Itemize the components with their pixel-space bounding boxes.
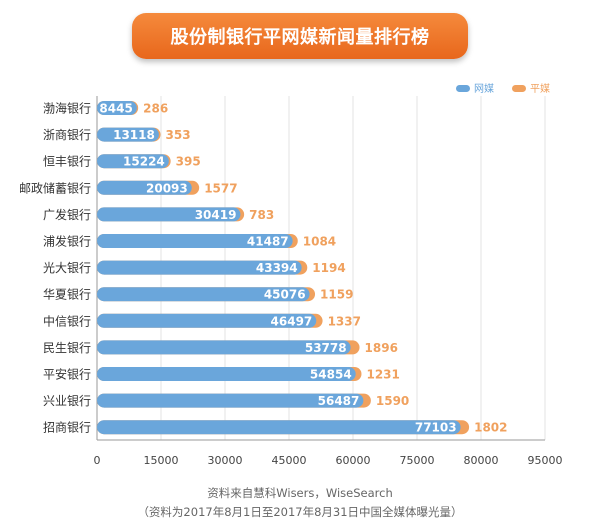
value-label-print: 1337: [328, 314, 361, 328]
legend-label-web: 网媒: [474, 83, 494, 95]
legend-swatch-print: [512, 85, 526, 92]
value-label-print: 353: [166, 128, 191, 142]
value-label-print: 395: [176, 155, 201, 169]
source-date-range: （资料为2017年8月1日至2017年8月31日中国全媒体曝光量）: [137, 505, 463, 519]
category-label: 平安银行: [43, 367, 91, 382]
x-tick-label: 95000: [528, 454, 563, 467]
x-tick-label: 30000: [208, 454, 243, 467]
category-label: 邮政储蓄银行: [19, 180, 91, 195]
bar-web-media: [97, 393, 364, 408]
bar-web-media: [97, 313, 317, 328]
bar-web-media: [97, 367, 356, 381]
x-tick-label: 60000: [336, 454, 371, 467]
value-label-web: 15224: [123, 155, 165, 169]
bar-web-media: [97, 287, 310, 302]
x-tick-label: 75000: [400, 454, 435, 467]
value-label-print: 1231: [366, 368, 399, 382]
value-label-web: 41487: [247, 235, 289, 249]
category-label: 浙商银行: [43, 127, 91, 142]
bar-web-media: [97, 234, 293, 248]
value-label-print: 1194: [312, 261, 345, 275]
category-label: 恒丰银行: [43, 155, 91, 169]
value-label-print: 286: [143, 102, 168, 116]
bar-web-media: [97, 420, 461, 435]
bar-web-media: [97, 260, 302, 275]
value-label-print: 1802: [474, 421, 507, 435]
category-label: 渤海银行: [43, 101, 91, 116]
category-label: 华夏银行: [43, 288, 91, 302]
value-label-web: 77103: [415, 421, 457, 435]
legend-label-print: 平媒: [530, 83, 550, 95]
category-label: 广发银行: [43, 207, 91, 222]
value-label-web: 13118: [113, 128, 155, 142]
category-label: 中信银行: [43, 313, 91, 328]
source-note: 资料来自慧科Wisers，WiseSearch: [207, 486, 393, 500]
value-label-web: 54854: [310, 368, 352, 382]
value-label-web: 8445: [99, 102, 132, 116]
chart-title: 股份制银行平网媒新闻量排行榜: [132, 13, 468, 59]
category-label: 浦发银行: [43, 234, 91, 249]
bar-web-media: [97, 340, 351, 355]
value-label-print: 783: [249, 208, 274, 222]
legend-swatch-web: [456, 85, 470, 92]
value-label-print: 1896: [365, 341, 398, 355]
value-label-print: 1577: [204, 181, 237, 195]
x-tick-label: 45000: [272, 454, 307, 467]
value-label-web: 45076: [264, 288, 306, 302]
bar-web-media: [97, 101, 137, 115]
category-label: 招商银行: [43, 420, 91, 435]
value-label-print: 1159: [320, 288, 353, 302]
value-label-web: 20093: [146, 181, 188, 195]
value-label-print: 1590: [376, 394, 409, 408]
bar-web-media: [97, 180, 192, 195]
bar-web-media: [97, 207, 241, 222]
value-label-web: 46497: [271, 314, 313, 328]
value-label-web: 56487: [318, 394, 360, 408]
category-label: 兴业银行: [43, 394, 91, 408]
category-label: 民生银行: [43, 341, 91, 355]
x-tick-label: 0: [94, 454, 101, 467]
category-label: 光大银行: [43, 261, 91, 275]
bar-web-media: [97, 127, 159, 142]
value-label-print: 1084: [303, 235, 336, 249]
x-tick-label: 80000: [464, 454, 499, 467]
value-label-web: 30419: [195, 208, 237, 222]
bar-web-media: [97, 154, 169, 169]
x-tick-label: 15000: [144, 454, 179, 467]
value-label-web: 43394: [256, 261, 298, 275]
value-label-web: 53778: [305, 341, 347, 355]
